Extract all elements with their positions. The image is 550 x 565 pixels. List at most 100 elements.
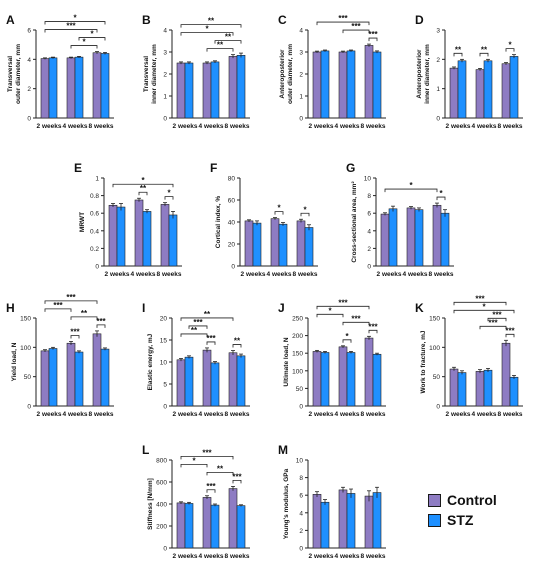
x-tick-label: 8 weeks	[498, 411, 523, 418]
legend: Control STZ	[428, 490, 546, 530]
panel-d: D 0 1 2 3 Anteroposterior inner diameter, mm 2 …	[415, 13, 523, 130]
bar-stz	[48, 348, 58, 407]
bar-control	[176, 359, 186, 407]
y-tick-label: 2	[367, 246, 371, 253]
significance-label: ***	[368, 322, 378, 331]
y-axis-label: Young's modulus, GPa	[283, 468, 290, 539]
panel-letter: K	[415, 301, 424, 315]
significance-bracket	[112, 183, 174, 188]
y-tick-label: 0	[163, 404, 167, 411]
significance-bracket	[274, 211, 284, 215]
significance-bracket	[342, 321, 370, 326]
bar-control	[92, 52, 102, 119]
y-tick-label: 10	[296, 458, 304, 465]
x-tick-label: 4 weeks	[63, 123, 88, 130]
bar-control	[449, 67, 459, 119]
bar-control	[228, 56, 238, 119]
bar-stz	[414, 209, 424, 267]
y-tick-label: 0	[27, 116, 31, 123]
bar-stz	[100, 348, 110, 407]
significance-bracket	[70, 316, 98, 320]
panel-a: A 0 2 4 6 Transversal outer diameter, mm 2 week…	[6, 13, 114, 130]
legend-label-control: Control	[447, 492, 497, 508]
significance-bracket	[44, 308, 72, 312]
y-tick-label: 1	[299, 94, 303, 101]
bar-stz	[346, 493, 356, 549]
y-tick-label: 2	[299, 72, 303, 79]
bar-stz	[210, 61, 220, 119]
legend-item-control: Control	[428, 490, 546, 510]
x-tick-label: 4 weeks	[472, 411, 497, 418]
significance-bracket	[44, 21, 106, 25]
significance-label: *	[328, 306, 332, 315]
significance-bracket	[479, 52, 489, 57]
bar-stz	[278, 223, 288, 267]
significance-label: *	[141, 176, 145, 185]
significance-bracket	[505, 48, 515, 52]
significance-bracket	[453, 301, 507, 306]
significance-label: **	[217, 464, 224, 473]
significance-label: *	[205, 25, 209, 34]
bar-control	[449, 368, 459, 407]
significance-label: **	[217, 41, 224, 50]
significance-label: *	[508, 41, 512, 50]
panel-m: M 0 2 4 6 8 10 Young's modulus, GPa 2 weeks 4 wee…	[278, 443, 386, 560]
significance-bracket	[44, 300, 98, 304]
significance-bracket	[232, 480, 242, 484]
y-tick-label: 3	[163, 50, 167, 57]
y-axis-label: outer diameter, mm	[15, 44, 22, 104]
bar-stz	[184, 356, 194, 407]
y-axis-label: Anteroposterior	[416, 49, 423, 99]
significance-label: *	[167, 189, 171, 198]
panel-e: E 0 0.2 0.4 0.6 0.8 1 MRWT 2 weeks 4 weeks 8 weeks…	[74, 161, 182, 278]
significance-label: **	[455, 45, 462, 54]
x-tick-label: 2 weeks	[309, 553, 334, 560]
panel-letter: F	[210, 161, 217, 175]
x-tick-label: 2 weeks	[309, 123, 334, 130]
bar-control	[312, 351, 322, 407]
bar-stz	[372, 492, 382, 549]
y-axis-label: Ultimate load, N	[283, 337, 290, 386]
significance-label: ***	[232, 472, 242, 481]
panel-letter: C	[278, 13, 287, 27]
significance-bracket	[180, 333, 208, 337]
bar-control	[380, 213, 390, 267]
significance-label: ***	[351, 314, 361, 323]
x-tick-label: 4 weeks	[199, 123, 224, 130]
y-tick-label: 10	[364, 176, 372, 183]
bar-control	[338, 489, 348, 549]
y-axis-label: Cortical index, %	[215, 196, 222, 249]
y-tick-label: 10	[160, 360, 168, 367]
bar-stz	[74, 56, 84, 119]
y-tick-label: 50	[296, 386, 304, 393]
significance-bracket	[453, 52, 463, 57]
significance-bracket	[206, 48, 234, 52]
significance-label: **	[225, 33, 232, 42]
panel-l: L 0 200 400 600 800 Stiffness [N/mm] 2 weeks 4 w…	[142, 443, 250, 560]
bar-control	[202, 349, 212, 407]
y-axis-label: Transversal	[7, 56, 14, 92]
significance-label: *	[439, 189, 443, 198]
significance-bracket	[300, 212, 310, 217]
significance-bracket	[214, 40, 242, 44]
bar-control	[406, 207, 416, 267]
significance-bracket	[138, 191, 148, 196]
y-axis-label: outer diameter, mm	[287, 44, 294, 104]
significance-label: *	[90, 30, 94, 39]
x-tick-label: 2 weeks	[173, 123, 198, 130]
y-tick-label: 100	[429, 345, 440, 352]
panel-letter: A	[6, 13, 15, 27]
significance-label: **	[481, 45, 488, 54]
bar-stz	[372, 51, 382, 119]
x-tick-label: 2 weeks	[446, 411, 471, 418]
y-tick-label: 4	[163, 28, 167, 35]
x-tick-label: 2 weeks	[37, 411, 62, 418]
significance-label: *	[277, 204, 281, 213]
significance-label: ***	[492, 310, 502, 319]
panel-f: F 0 20 40 60 80 Cortical index, % 2 weeks 4 week…	[210, 161, 318, 278]
significance-label: **	[140, 184, 147, 193]
x-tick-label: 2 weeks	[241, 271, 266, 278]
significance-bracket	[70, 335, 80, 339]
significance-bracket	[368, 329, 378, 334]
significance-label: *	[482, 302, 486, 311]
